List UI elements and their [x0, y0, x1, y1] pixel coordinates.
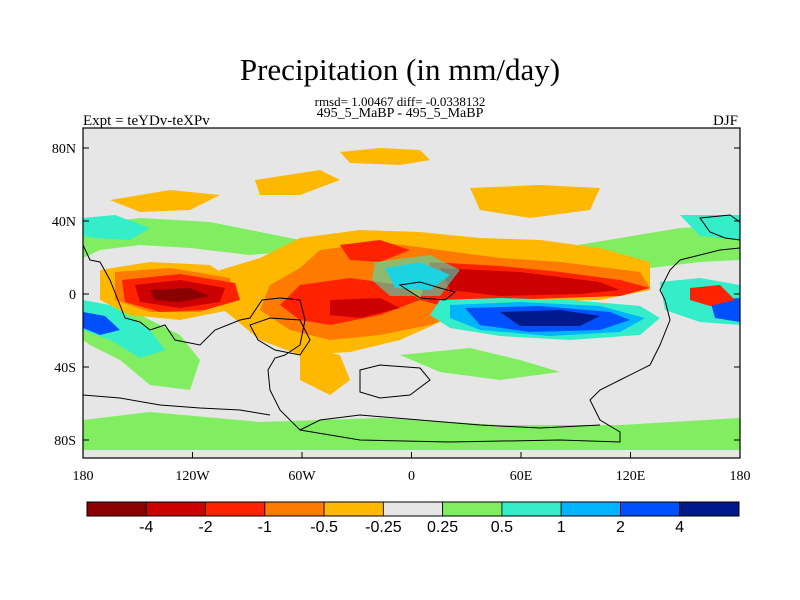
y-tick-label: 40N [52, 215, 76, 230]
coast-nw-land [699, 214, 740, 241]
coast-western-continent [83, 244, 740, 443]
colorbar-swatch [323, 501, 384, 517]
coastlines [83, 214, 740, 443]
colorbar-swatch [145, 501, 206, 517]
y-tick-label: 80N [52, 142, 76, 157]
colorbar-label: 4 [675, 519, 684, 536]
contour-red-ne-pac [690, 285, 735, 306]
experiment-label: Expt = teYDv-teXPv [83, 113, 210, 129]
colorbar-swatch [501, 501, 562, 517]
colorbar-label: -0.25 [365, 519, 402, 536]
colorbar-label: 0.5 [491, 519, 513, 536]
y-tick-label: 40S [54, 361, 76, 376]
contour-darkred-east [440, 268, 620, 296]
season-label: DJF [712, 113, 738, 129]
contour-maroon-west [150, 288, 210, 302]
contour-blue-west-trop [83, 312, 120, 335]
contour-orange-north-top [340, 148, 430, 165]
contour-cyan-ne-pac [680, 215, 740, 240]
contour-cyan-west-pac [83, 215, 150, 240]
coast-central-block [249, 317, 311, 356]
x-tick-label: 120W [175, 469, 210, 484]
colorbar-swatch [382, 501, 444, 517]
x-tick-label: 120E [616, 469, 646, 484]
stats-line: rmsd= 1.00467 diff= -0.0338132 [314, 94, 486, 109]
x-tick-label: 0 [408, 469, 415, 484]
y-tick-label: 80S [54, 434, 76, 449]
contour-navy-core [500, 310, 600, 326]
x-tick-label: 60W [288, 469, 316, 484]
colorbar-label: -4 [139, 519, 153, 536]
x-tick-label: 60E [510, 469, 533, 484]
colorbar-swatch [205, 501, 266, 517]
contour-cyan-trop-w [83, 300, 165, 358]
colorbar-swatch [442, 501, 503, 517]
colorbar-label: 2 [616, 519, 625, 536]
coast-sw-tail [83, 394, 271, 416]
contour-orange-north-east [470, 185, 600, 218]
contour-darkred-mid [330, 298, 400, 318]
contour-green-atlantic-s [400, 348, 560, 380]
coast-southern-ring [299, 414, 601, 431]
contour-orange-nw-pac [110, 190, 220, 212]
axis-ticks [82, 147, 741, 458]
precip-field [83, 148, 740, 450]
x-tick-label: 180 [730, 469, 751, 484]
coast-atlantic-island [359, 364, 431, 399]
colorbar-swatch [620, 501, 681, 517]
colorbar-label: -2 [198, 519, 212, 536]
colorbar-swatch [264, 501, 325, 517]
colorbar-label: 0.25 [427, 519, 458, 536]
colorbar-swatch [86, 501, 147, 517]
colorbar-label: 1 [557, 519, 566, 536]
colorbar-label: -1 [258, 519, 272, 536]
y-tick-label: 0 [69, 288, 76, 303]
contour-orange-north-mid [255, 170, 340, 195]
case-line: 495_5_MaBP - 495_5_MaBP [316, 106, 484, 121]
plot-title: Precipitation (in mm/day) [239, 52, 561, 87]
colorbar: -4 -2 -1 -0.5 -0.25 0.25 0.5 1 2 4 [86, 501, 740, 536]
contour-cyan-atl [372, 255, 460, 296]
contour-red-upper [340, 240, 410, 262]
contour-orange-south [300, 345, 350, 395]
colorbar-swatch [560, 501, 621, 517]
coast-eq-land [398, 281, 457, 301]
colorbar-label: -0.5 [310, 519, 338, 536]
colorbar-swatch [679, 501, 740, 517]
x-tick-label: 180 [73, 469, 94, 484]
